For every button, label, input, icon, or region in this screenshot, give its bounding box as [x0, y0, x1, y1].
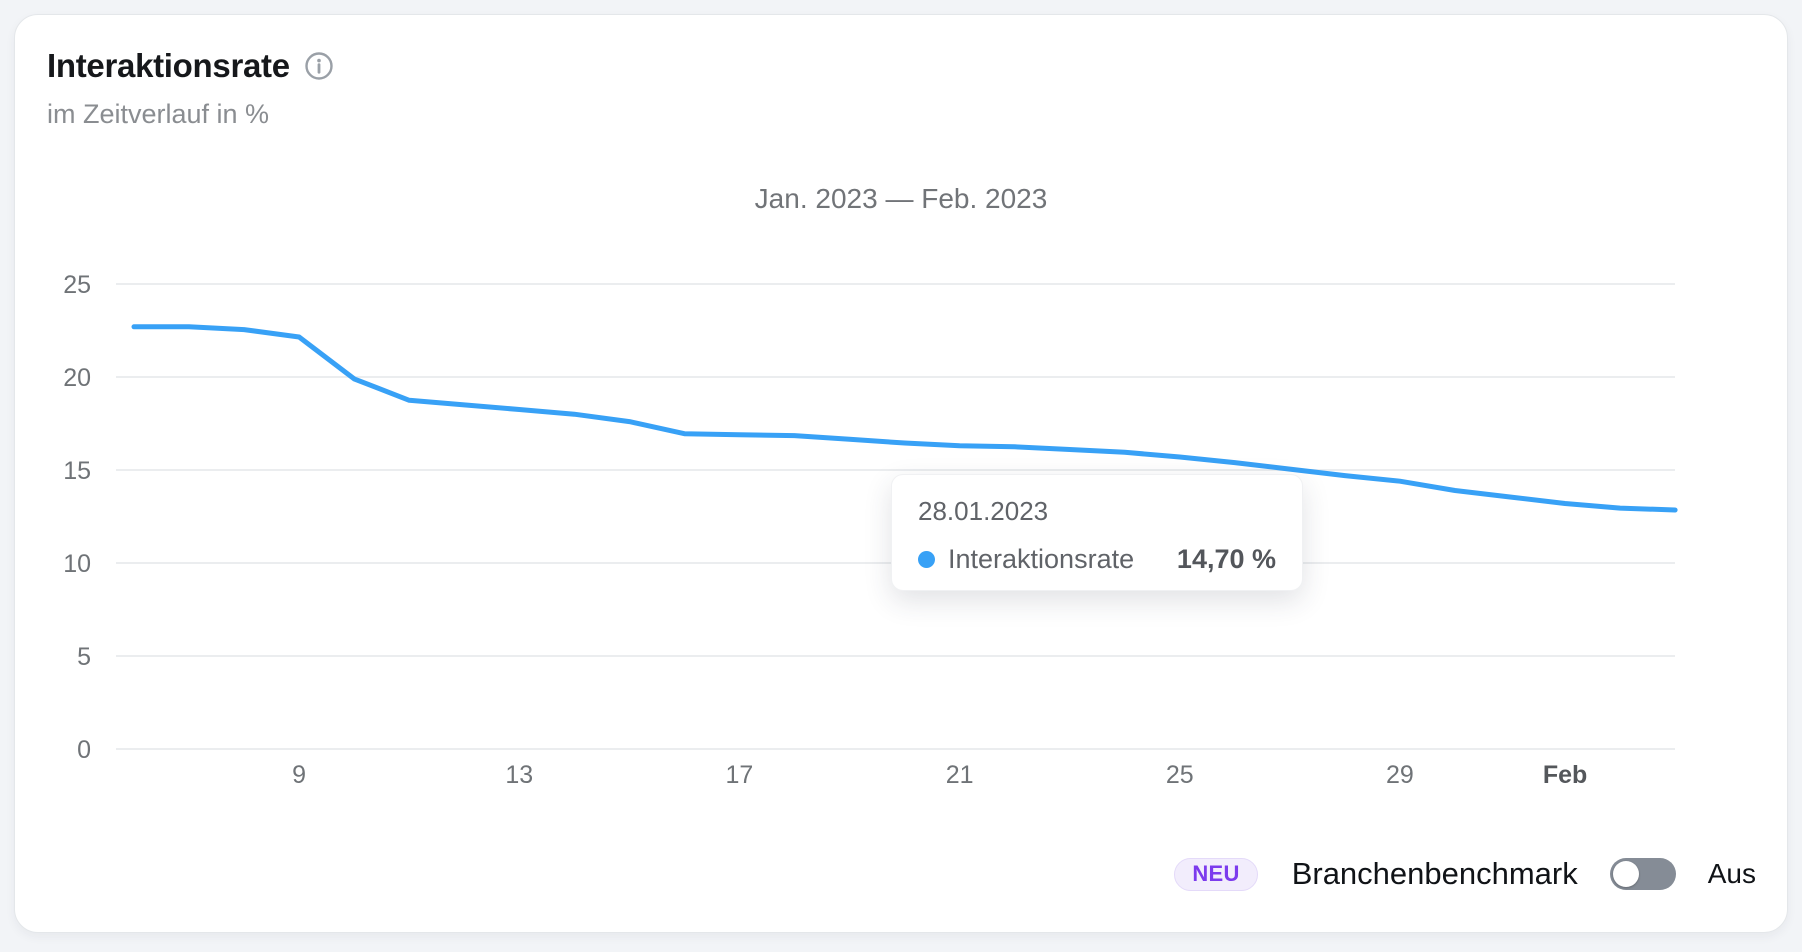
benchmark-label: Branchenbenchmark: [1291, 856, 1578, 891]
neu-badge: NEU: [1174, 857, 1258, 891]
interaction-rate-chart[interactable]: 0 5 10 15 20 25 9 13 17 21 25 29 Feb: [15, 15, 1789, 934]
tooltip-series-label: Interaktionsrate: [948, 544, 1135, 574]
tooltip-value: 14,70 %: [1176, 544, 1276, 574]
interaction-rate-card: Interaktionsrate im Zeitverlauf in % Jan…: [14, 14, 1788, 933]
card-header: Interaktionsrate im Zeitverlauf in %: [47, 47, 334, 130]
card-subtitle: im Zeitverlauf in %: [47, 99, 270, 129]
x-axis-label: 29: [1386, 761, 1414, 789]
y-axis-label: 10: [63, 550, 91, 578]
y-axis-label: 0: [77, 736, 91, 764]
chart-line[interactable]: [131, 324, 1678, 513]
x-axis-label: 21: [946, 761, 974, 789]
x-axis-label: 9: [292, 761, 306, 789]
x-axis-label: 25: [1166, 761, 1194, 789]
page-title: Interaktionsrate: [47, 47, 290, 84]
y-axis-label: 25: [63, 271, 91, 299]
y-axis-label: 15: [63, 457, 91, 485]
toggle-state-label: Aus: [1707, 858, 1756, 889]
benchmark-toggle[interactable]: [1609, 858, 1676, 890]
info-icon[interactable]: [304, 51, 334, 81]
tooltip-date: 28.01.2023: [918, 496, 1049, 526]
toggle-knob-icon: [1612, 861, 1639, 887]
y-axis-label: 5: [77, 643, 91, 671]
x-axis-label: Feb: [1543, 761, 1587, 789]
chart-tooltip: 28.01.2023 Interaktionsrate 14,70 %: [891, 474, 1303, 591]
x-axis-label: 17: [726, 761, 754, 789]
y-axis-label: 20: [63, 364, 91, 392]
date-range-title: Jan. 2023 — Feb. 2023: [754, 183, 1048, 214]
x-axis-label: 13: [505, 761, 533, 789]
benchmark-row: NEU Branchenbenchmark Aus: [1174, 856, 1756, 891]
series-dot-icon: [918, 551, 935, 568]
